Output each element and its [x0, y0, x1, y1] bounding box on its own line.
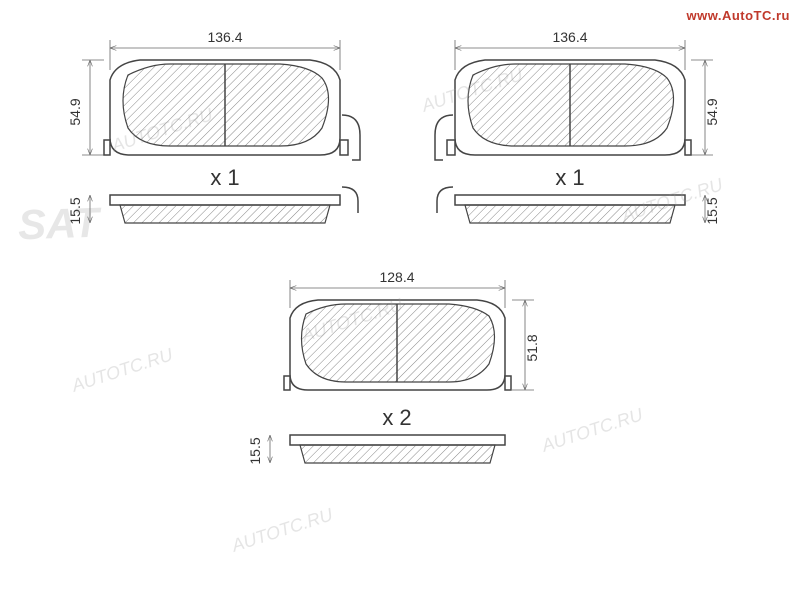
dim-width: 136.4	[207, 29, 242, 45]
technical-drawing: 136.4 54.9 15.5 x 1 136.4 54.9	[0, 0, 800, 600]
dim-height: 54.9	[67, 98, 83, 125]
pad-top-left: 136.4 54.9	[67, 29, 360, 160]
dim-height: 51.8	[524, 334, 540, 361]
brand-watermark: SAT	[17, 199, 100, 250]
dim-width: 136.4	[552, 29, 587, 45]
site-url: www.AutoTC.ru	[686, 8, 790, 23]
pad-bottom: 128.4 51.8	[284, 269, 540, 390]
pad-top-left-side: 15.5 x 1	[67, 165, 358, 225]
dim-width: 128.4	[379, 269, 414, 285]
pad-bottom-side: 15.5 x 2	[247, 405, 505, 465]
qty-label: x 1	[210, 165, 239, 190]
dim-height: 54.9	[704, 98, 720, 125]
site-logo: www.AutoTC.ru	[686, 8, 790, 23]
qty-label: x 1	[555, 165, 584, 190]
pad-top-right: 136.4 54.9	[435, 29, 720, 160]
dim-thick: 15.5	[704, 197, 720, 224]
qty-label: x 2	[382, 405, 411, 430]
pad-top-right-side: 15.5 x 1	[437, 165, 720, 225]
dim-thick: 15.5	[247, 437, 263, 464]
